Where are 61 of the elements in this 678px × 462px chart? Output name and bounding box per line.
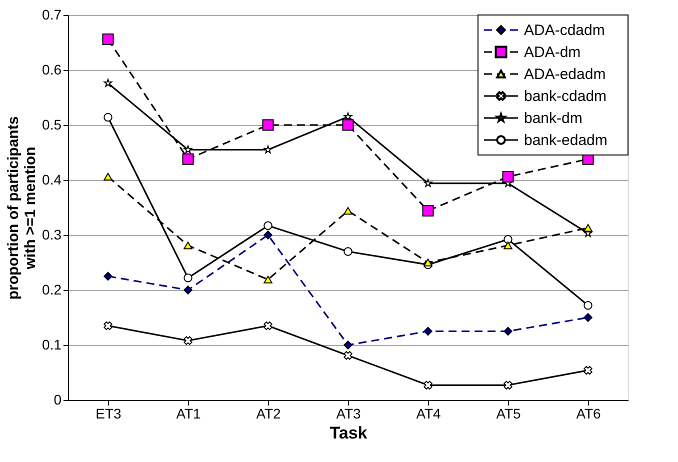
point bbox=[264, 276, 272, 284]
x-tick-label: AT1 bbox=[176, 406, 202, 422]
point bbox=[104, 112, 112, 122]
y-tick-label: 0.4 bbox=[42, 172, 62, 188]
point bbox=[104, 272, 112, 281]
point bbox=[504, 242, 512, 250]
point bbox=[184, 336, 192, 345]
point bbox=[422, 205, 434, 217]
point bbox=[344, 112, 352, 120]
point bbox=[424, 258, 432, 266]
point bbox=[504, 326, 512, 336]
point bbox=[264, 321, 272, 330]
point bbox=[264, 221, 272, 230]
y-tick-label: 0.1 bbox=[42, 336, 62, 352]
legend-label: ADA-dm bbox=[524, 44, 581, 61]
point bbox=[584, 301, 592, 310]
y-tick-label: 0.6 bbox=[42, 62, 62, 78]
point bbox=[584, 366, 592, 375]
point bbox=[264, 230, 272, 240]
y-tick-label: 0.3 bbox=[42, 226, 62, 242]
legend-label: bank-cdadm bbox=[524, 88, 607, 105]
point bbox=[104, 172, 112, 181]
point bbox=[262, 119, 274, 131]
x-tick-label: AT3 bbox=[336, 406, 362, 422]
x-tick-label: ET3 bbox=[96, 406, 122, 422]
point bbox=[104, 78, 112, 87]
legend-label: ADA-cdadm bbox=[524, 22, 605, 39]
point bbox=[184, 286, 192, 294]
point bbox=[182, 153, 194, 165]
point bbox=[184, 242, 192, 250]
point bbox=[102, 33, 114, 45]
x-tick-label: AT6 bbox=[576, 406, 602, 422]
point bbox=[184, 145, 192, 154]
point bbox=[584, 224, 592, 232]
legend-label: bank-edadm bbox=[524, 132, 608, 149]
point bbox=[424, 326, 432, 336]
point bbox=[344, 247, 352, 256]
x-tick-label: AT2 bbox=[256, 406, 282, 422]
point bbox=[424, 178, 432, 187]
point bbox=[424, 380, 432, 390]
legend-label: ADA-edadm bbox=[524, 66, 606, 83]
legend-label: bank-dm bbox=[524, 110, 582, 127]
y-tick-label: 0.7 bbox=[42, 6, 62, 22]
point bbox=[342, 119, 354, 131]
y-axis-title: proportion of participants with >=1 mention bbox=[5, 116, 40, 300]
x-tick-label: AT4 bbox=[416, 406, 442, 422]
point bbox=[502, 170, 514, 182]
point bbox=[504, 235, 512, 244]
y-tick-label: 0 bbox=[54, 392, 62, 408]
point bbox=[584, 313, 592, 322]
point bbox=[104, 321, 112, 330]
y-tick-label: 0.5 bbox=[42, 116, 62, 132]
y-tick-label: 0.2 bbox=[42, 282, 62, 298]
x-axis-title: Task bbox=[330, 424, 368, 442]
point bbox=[344, 340, 352, 350]
point bbox=[184, 274, 192, 282]
point bbox=[504, 380, 512, 390]
point bbox=[344, 206, 352, 215]
point bbox=[264, 145, 272, 154]
point bbox=[344, 351, 352, 360]
x-tick-label: AT5 bbox=[496, 406, 522, 422]
